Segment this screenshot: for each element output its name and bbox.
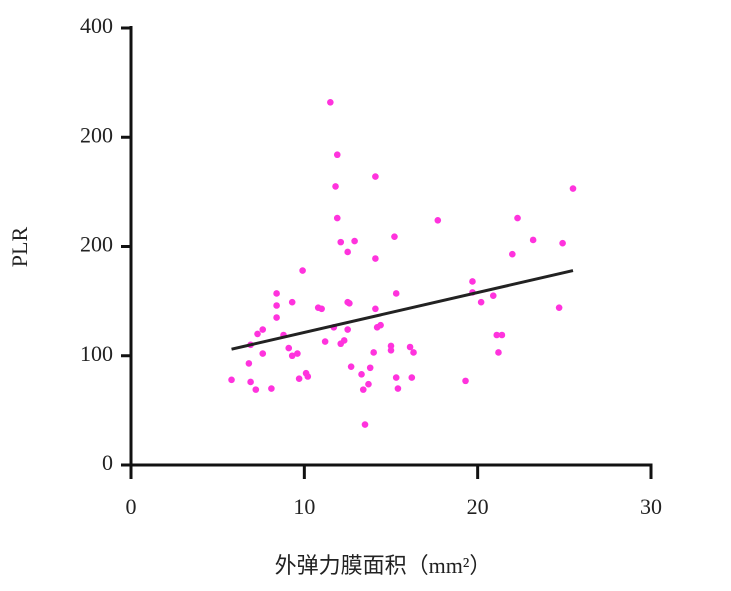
point [469,278,476,285]
point [346,300,353,307]
y-tick-label: 400 [80,13,113,38]
y-tick-label: 100 [80,341,113,366]
point [366,364,374,372]
point [273,302,280,309]
point [273,314,280,321]
point [273,290,280,297]
point [358,371,365,378]
point [288,352,296,360]
y-tick-label: 200 [80,232,113,257]
x-tick-label: 10 [293,494,315,519]
point [410,349,417,356]
y-axis-label: PLR [7,227,32,268]
point [344,326,351,333]
point [514,214,521,222]
point [477,298,485,306]
point [268,385,275,392]
point [252,386,260,393]
point [569,185,577,192]
point [391,233,398,240]
point [351,237,358,245]
point [434,216,442,224]
point [332,183,339,190]
point [555,304,563,311]
point [247,378,254,386]
point [372,173,379,180]
point [318,305,325,313]
point [245,360,253,367]
point [228,376,235,384]
point [493,331,501,339]
point [392,374,400,381]
point [509,250,516,258]
point [495,349,502,356]
point [359,386,367,393]
point [408,374,416,381]
point [333,151,341,159]
point [372,255,379,262]
x-axis-label: 外弹力膜面积（mm²） [275,553,492,578]
point [370,349,377,356]
point [406,343,414,351]
point [559,239,566,247]
point [498,331,506,339]
trend-line [231,269,574,351]
point [321,338,329,345]
x-tick-label: 30 [640,494,662,519]
point [304,373,312,380]
x-tick-label: 20 [467,494,489,519]
point [372,305,379,313]
point [489,292,497,299]
point [344,248,351,256]
point [347,363,355,370]
point [288,298,296,306]
point [327,98,334,106]
point [529,236,537,244]
point [387,346,395,354]
point [462,377,469,385]
point [340,337,348,344]
point [377,321,384,329]
y-tick-label: 200 [80,122,113,147]
point [285,344,293,352]
point [333,214,341,222]
point [259,350,267,357]
point [259,326,267,333]
point [392,290,400,297]
point [394,385,402,392]
point [295,375,303,382]
point [254,330,261,338]
point [337,238,345,246]
point [365,380,372,388]
point [294,350,301,357]
point [361,421,369,428]
y-tick-label: 0 [102,450,113,475]
x-tick-label: 0 [126,494,137,519]
point [299,267,306,274]
